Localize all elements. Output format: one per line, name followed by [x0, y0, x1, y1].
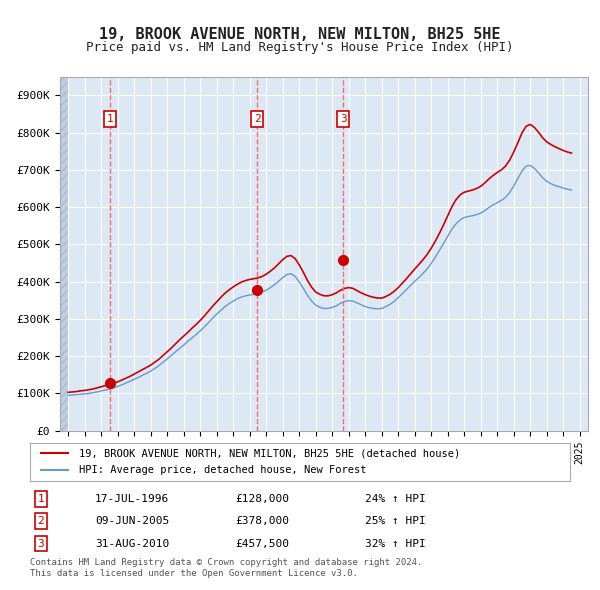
Text: 2: 2: [37, 516, 44, 526]
Text: 2: 2: [254, 114, 260, 124]
Text: 1: 1: [107, 114, 113, 124]
Text: £128,000: £128,000: [235, 494, 289, 504]
Text: Contains HM Land Registry data © Crown copyright and database right 2024.: Contains HM Land Registry data © Crown c…: [30, 558, 422, 566]
Text: 3: 3: [37, 539, 44, 549]
Text: 09-JUN-2005: 09-JUN-2005: [95, 516, 169, 526]
Text: 17-JUL-1996: 17-JUL-1996: [95, 494, 169, 504]
FancyBboxPatch shape: [60, 77, 68, 431]
Text: 19, BROOK AVENUE NORTH, NEW MILTON, BH25 5HE: 19, BROOK AVENUE NORTH, NEW MILTON, BH25…: [99, 27, 501, 41]
Text: £457,500: £457,500: [235, 539, 289, 549]
Text: 25% ↑ HPI: 25% ↑ HPI: [365, 516, 425, 526]
Text: HPI: Average price, detached house, New Forest: HPI: Average price, detached house, New …: [79, 465, 366, 475]
Text: 1: 1: [37, 494, 44, 504]
Text: This data is licensed under the Open Government Licence v3.0.: This data is licensed under the Open Gov…: [30, 569, 358, 578]
Text: Price paid vs. HM Land Registry's House Price Index (HPI): Price paid vs. HM Land Registry's House …: [86, 41, 514, 54]
Text: 24% ↑ HPI: 24% ↑ HPI: [365, 494, 425, 504]
Text: 31-AUG-2010: 31-AUG-2010: [95, 539, 169, 549]
Text: 3: 3: [340, 114, 347, 124]
Text: £378,000: £378,000: [235, 516, 289, 526]
Text: 19, BROOK AVENUE NORTH, NEW MILTON, BH25 5HE (detached house): 19, BROOK AVENUE NORTH, NEW MILTON, BH25…: [79, 448, 460, 458]
Text: 32% ↑ HPI: 32% ↑ HPI: [365, 539, 425, 549]
